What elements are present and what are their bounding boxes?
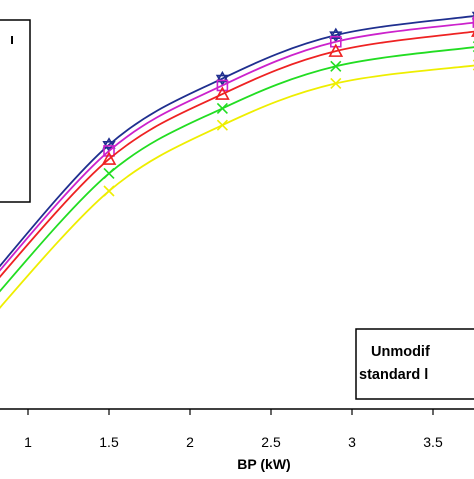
series-line — [0, 30, 474, 279]
annotation-line-1: Unmodif — [371, 344, 430, 360]
data-point-triangle — [328, 43, 344, 57]
series-line — [0, 21, 474, 272]
data-point-x — [103, 185, 115, 197]
data-point-square — [472, 16, 474, 28]
annotation-box: Unmodif standard l — [355, 328, 474, 400]
series-0 — [0, 11, 474, 268]
x-tick-label: 2 — [186, 434, 194, 450]
legend-box: ı — [0, 19, 31, 203]
series-4 — [0, 59, 474, 309]
data-point-x — [103, 167, 115, 179]
x-axis-label: BP (kW) — [237, 456, 290, 472]
data-point-x — [330, 60, 342, 72]
series-1 — [0, 16, 474, 272]
x-tick-label: 1 — [24, 434, 32, 450]
data-point-square — [103, 145, 115, 157]
series-line — [0, 15, 474, 268]
data-point-x — [330, 77, 342, 90]
x-tick-label: 1.5 — [99, 434, 119, 450]
data-point-square — [216, 79, 229, 92]
series-3 — [0, 41, 474, 293]
annotation-frame — [355, 328, 474, 400]
x-tick-label: 2.5 — [261, 434, 281, 450]
annotation-line-2: standard l — [359, 367, 428, 383]
legend-frame — [0, 19, 31, 203]
data-point-triangle — [215, 86, 230, 100]
data-point-x — [216, 102, 228, 114]
legend-fragment-text: ı — [10, 32, 14, 48]
series-layer — [0, 11, 474, 309]
x-tick-layer: 1 1.5 2 2.5 3 3.5 — [24, 409, 443, 450]
data-point-x — [216, 119, 228, 131]
x-tick-label: 3.5 — [423, 434, 443, 450]
x-tick-label: 3 — [348, 434, 356, 450]
data-point-triangle — [101, 151, 117, 165]
series-2 — [0, 30, 474, 279]
